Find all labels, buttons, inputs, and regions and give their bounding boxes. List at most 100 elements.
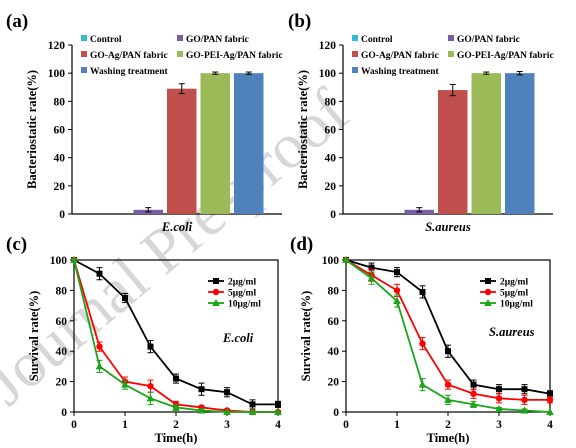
y-tick-label: 80 (54, 96, 66, 108)
legend-swatch (352, 67, 358, 73)
y-tick-label: 100 (319, 68, 337, 80)
y-tick-label: 60 (328, 316, 340, 328)
x-tick-label: 0 (71, 419, 77, 431)
data-point (198, 386, 205, 393)
data-point (274, 408, 282, 415)
y-tick-label: 0 (333, 407, 339, 419)
x-tick-label: 1 (394, 419, 400, 431)
x-tick-label: 3 (496, 419, 502, 431)
data-point (368, 264, 375, 271)
y-axis-title: Survival rate(%) (299, 291, 313, 382)
x-tick-label: 0 (343, 419, 349, 431)
x-tick-label: 1 (122, 419, 128, 431)
y-axis-title: Survival rate(%) (27, 291, 41, 382)
chart-panel-b: (b) 0 20 40 60 80 100 120 Bacteriostatic rate(%)… (288, 11, 554, 234)
data-point (70, 256, 78, 263)
panel-label: (a) (6, 11, 28, 32)
y-tick-label: 40 (325, 153, 337, 165)
legend-marker (484, 288, 492, 296)
x-tick-label: 2 (445, 419, 451, 431)
data-point (367, 274, 376, 282)
y-tick-label: 0 (59, 209, 65, 221)
bar (471, 73, 501, 215)
y-tick-label: 20 (325, 181, 337, 193)
x-axis-title: Time(h) (155, 431, 198, 445)
data-point (342, 256, 350, 263)
legend-swatch (81, 51, 87, 57)
x-tick-label: 4 (275, 419, 281, 431)
legend-swatch (352, 51, 358, 57)
legend-swatch (352, 35, 358, 41)
data-point (275, 401, 281, 408)
legend-label: GO/PAN fabric (186, 35, 249, 45)
panel-label: (d) (290, 234, 313, 255)
species-annotation: S.aureus (489, 325, 535, 339)
x-axis-label: S.aureus (425, 220, 471, 234)
x-axis-title: Time(h) (427, 431, 470, 445)
bar (505, 73, 535, 215)
x-tick-label: 3 (224, 419, 230, 431)
data-point (521, 386, 528, 393)
panel-label: (b) (288, 11, 311, 32)
x-axis-label: E.coli (161, 220, 193, 234)
data-point (546, 408, 554, 415)
x-tick-label: 2 (173, 419, 179, 431)
data-point (419, 288, 426, 295)
y-tick-label: 120 (319, 40, 337, 52)
y-tick-label: 40 (56, 346, 68, 358)
y-tick-label: 20 (56, 377, 68, 389)
y-tick-label: 60 (56, 316, 68, 328)
y-axis-title: Bacteriostatic rate(%) (25, 70, 39, 189)
y-tick-label: 80 (325, 96, 337, 108)
y-tick-label: 0 (330, 209, 336, 221)
bar (234, 73, 264, 215)
data-point (96, 270, 103, 277)
legend-label: Washing treatment (90, 67, 169, 77)
chart-panel-a: (a) 0 20 40 60 80 100 120 Bacteriostatic rate(%)… (6, 11, 283, 234)
legend-swatch (448, 51, 454, 57)
legend-label: GO-Ag/PAN fabric (90, 51, 168, 61)
bar (200, 73, 230, 215)
legend-marker (484, 299, 492, 306)
legend-label: 2μg/ml (228, 278, 256, 288)
y-axis-title: Bacteriostatic rate(%) (296, 70, 310, 189)
bar (438, 90, 468, 214)
chart-panel-d: (d) 0 20 40 60 80 100 Survival rate(%) 0 1 2 3 4 Time… (290, 234, 554, 445)
data-point (496, 386, 502, 393)
data-point (495, 404, 503, 412)
data-point (393, 297, 401, 305)
y-tick-label: 40 (328, 346, 340, 358)
data-point (470, 381, 477, 388)
legend-label: GO-PEI-Ag/PAN fabric (457, 51, 554, 61)
data-point (393, 287, 401, 294)
data-point (394, 269, 400, 276)
legend-swatch (177, 35, 183, 41)
legend-label: 5μg/ml (228, 289, 256, 299)
bar (167, 88, 197, 214)
legend-label: 5μg/ml (500, 289, 528, 299)
data-point (547, 390, 553, 397)
legend-swatch (81, 35, 87, 41)
data-point (173, 375, 179, 382)
data-point (546, 396, 554, 404)
y-tick-label: 80 (328, 285, 340, 297)
data-point (445, 348, 451, 355)
panel-label: (c) (6, 234, 27, 255)
y-tick-label: 20 (328, 377, 340, 389)
y-tick-label: 60 (325, 125, 337, 137)
data-point (146, 394, 155, 402)
data-point (147, 343, 154, 350)
data-point (418, 380, 427, 388)
legend-label: Washing treatment (361, 67, 440, 77)
data-point (419, 340, 426, 347)
legend-swatch (81, 67, 87, 73)
data-point (147, 382, 154, 390)
legend-label: GO-Ag/PAN fabric (361, 51, 439, 61)
legend-marker (213, 278, 219, 284)
legend-label: 2μg/ml (500, 278, 528, 288)
legend-label: 10μg/ml (500, 300, 533, 310)
data-point (197, 406, 206, 414)
data-point (248, 408, 257, 415)
y-tick-label: 20 (54, 181, 66, 193)
